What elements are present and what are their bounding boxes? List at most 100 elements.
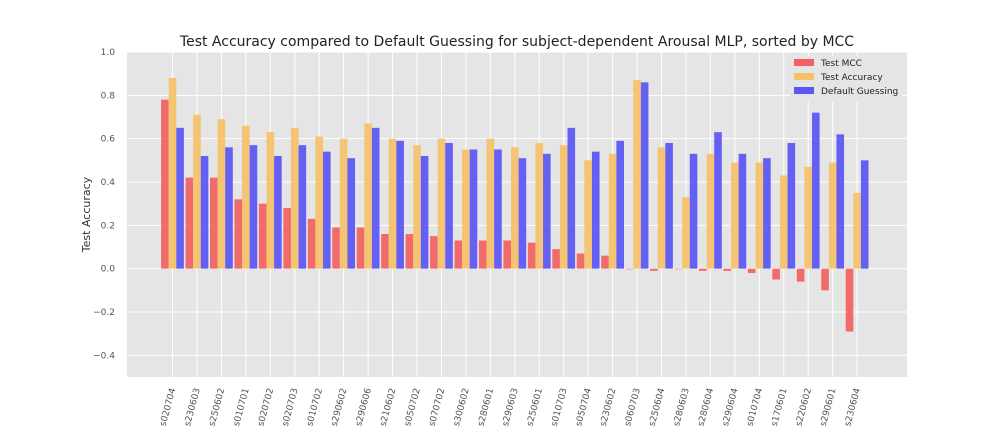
bar-test-accuracy — [290, 127, 299, 269]
bar-default-guessing — [347, 158, 356, 269]
bar-test-mcc — [381, 234, 389, 269]
bar-default-guessing — [494, 149, 502, 269]
y-tick-label: 0.0 — [101, 265, 116, 275]
bar-test-accuracy — [706, 153, 715, 269]
chart-title: Test Accuracy compared to Default Guessi… — [179, 34, 854, 50]
bar-test-accuracy — [657, 147, 666, 269]
bar-default-guessing — [665, 143, 673, 269]
bar-default-guessing — [518, 158, 527, 269]
legend-swatch — [794, 59, 814, 66]
bar-default-guessing — [567, 127, 576, 269]
bar-test-accuracy — [804, 166, 812, 269]
legend-swatch — [794, 87, 814, 94]
bar-test-mcc — [356, 227, 365, 269]
y-axis-ticks: −0.4 −0.2 0.0 0.2 0.4 0.6 0.8 1.0 — [93, 48, 115, 361]
bar-test-mcc — [723, 268, 732, 271]
bar-test-mcc — [625, 268, 634, 270]
bar-test-mcc — [454, 240, 463, 269]
bar-test-mcc — [430, 236, 438, 269]
bar-test-accuracy — [364, 123, 372, 269]
bar-test-mcc — [601, 255, 609, 269]
y-tick-label: −0.4 — [93, 351, 115, 361]
y-axis-label: Test Accuracy — [80, 176, 93, 253]
bar-test-mcc — [185, 177, 194, 269]
bar-default-guessing — [543, 153, 551, 269]
bar-test-accuracy — [559, 145, 568, 269]
bar-default-guessing — [714, 132, 722, 269]
bar-test-accuracy — [217, 119, 226, 269]
y-tick-label: 1.0 — [101, 48, 116, 58]
legend-swatch — [794, 73, 814, 80]
bar-default-guessing — [249, 145, 258, 269]
bar-default-guessing — [738, 153, 747, 269]
bar-test-mcc — [283, 208, 291, 269]
bar-test-mcc — [258, 203, 267, 269]
bar-test-accuracy — [535, 143, 544, 269]
bar-default-guessing — [616, 140, 624, 269]
bar-test-accuracy — [437, 138, 446, 269]
bar-default-guessing — [445, 143, 453, 269]
bar-test-accuracy — [168, 78, 177, 269]
bar-default-guessing — [225, 147, 233, 269]
legend-label: Default Guessing — [821, 87, 898, 97]
bar-default-guessing — [689, 153, 698, 269]
bar-test-accuracy — [242, 125, 250, 269]
bar-default-guessing — [836, 134, 845, 269]
bar-test-accuracy — [853, 192, 861, 269]
bar-test-mcc — [478, 240, 487, 269]
bar-test-mcc — [699, 268, 707, 271]
bars — [161, 78, 869, 332]
bar-test-accuracy — [486, 138, 495, 269]
bar-test-mcc — [674, 268, 683, 270]
bar-test-mcc — [332, 227, 340, 269]
bar-test-mcc — [503, 240, 511, 269]
y-tick-label: 0.6 — [101, 135, 116, 145]
bar-test-accuracy — [731, 162, 739, 269]
legend-label: Test Accuracy — [820, 73, 883, 83]
bar-test-mcc — [650, 268, 658, 271]
bar-default-guessing — [396, 140, 404, 269]
bar-default-guessing — [787, 143, 796, 269]
bar-test-mcc — [234, 199, 243, 269]
bar-test-mcc — [845, 268, 854, 332]
bar-test-accuracy — [339, 138, 348, 269]
y-tick-label: 0.2 — [101, 221, 115, 231]
bar-default-guessing — [371, 127, 380, 269]
bar-test-mcc — [821, 268, 829, 291]
bar-default-guessing — [640, 82, 649, 269]
bar-test-accuracy — [633, 80, 641, 269]
bar-test-mcc — [307, 218, 316, 269]
bar-test-accuracy — [511, 147, 519, 269]
bar-default-guessing — [420, 156, 429, 269]
legend: Test MCC Test Accuracy Default Guessing — [790, 56, 902, 102]
bar-default-guessing — [591, 151, 600, 269]
y-tick-label: −0.2 — [93, 308, 115, 318]
bar-default-guessing — [274, 156, 282, 269]
bar-test-accuracy — [193, 114, 201, 269]
bar-default-guessing — [298, 145, 307, 269]
y-tick-label: 0.8 — [101, 91, 116, 101]
bar-test-mcc — [747, 268, 756, 273]
bar-test-accuracy — [779, 175, 788, 269]
bar-test-accuracy — [608, 153, 617, 269]
bar-default-guessing — [860, 160, 869, 269]
bar-test-accuracy — [388, 138, 397, 269]
bar-test-accuracy — [315, 136, 323, 269]
bar-test-accuracy — [413, 145, 421, 269]
bar-test-mcc — [210, 177, 218, 269]
bar-test-mcc — [161, 99, 169, 269]
bar-default-guessing — [763, 158, 771, 269]
y-tick-label: 0.4 — [101, 178, 116, 188]
bar-test-accuracy — [266, 132, 275, 269]
bar-default-guessing — [812, 112, 820, 269]
bar-test-mcc — [405, 234, 414, 269]
bar-test-mcc — [552, 249, 560, 269]
bar-test-accuracy — [828, 162, 837, 269]
bar-test-accuracy — [584, 160, 592, 269]
bar-test-accuracy — [755, 162, 764, 269]
bar-default-guessing — [200, 156, 209, 269]
bar-default-guessing — [176, 127, 184, 269]
bar-default-guessing — [469, 149, 478, 269]
bar-test-mcc — [576, 253, 585, 269]
